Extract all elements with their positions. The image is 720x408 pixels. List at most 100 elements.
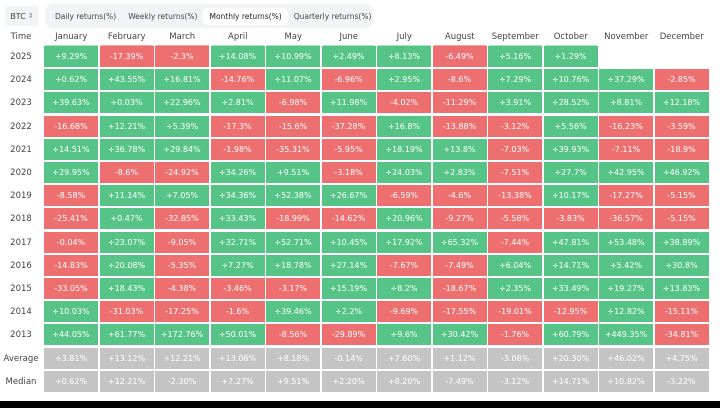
return-cell: -3.18% [321, 162, 376, 183]
return-cell: -14.76% [210, 69, 265, 91]
return-cell: +4.75% [654, 347, 709, 369]
return-cell: -7.49% [432, 254, 487, 276]
return-cell: -25.41% [44, 208, 98, 230]
row-label: 2014 [10, 307, 32, 318]
month-header-october: October [544, 30, 599, 46]
month-header-may: May [266, 30, 321, 46]
return-cell: -16.68% [44, 115, 98, 137]
return-cell: -18.9% [654, 138, 709, 160]
return-cell: +10.45% [321, 231, 376, 253]
tab-weekly-returns[interactable]: Weekly returns(%) [128, 11, 198, 21]
year-row-2017: 2017 -0.04% +23.07% -9.05% +32.71% +52.71% +10… [0, 231, 720, 255]
return-cell: +47.81% [543, 231, 598, 253]
return-cell: -37.28% [321, 115, 376, 137]
return-cell: -7.49% [432, 370, 487, 392]
row-label: 2013 [10, 330, 32, 341]
return-cell: -18.67% [432, 278, 487, 299]
return-cell: -9.27% [432, 208, 487, 230]
return-cell: -33.05% [44, 278, 98, 299]
return-cell: -6.96% [321, 69, 376, 91]
return-cell: -31.03% [99, 301, 154, 323]
row-label: Average [3, 353, 39, 364]
return-cell: +10.82% [599, 370, 653, 392]
year-row-2023: 2023 +39.63% +0.03% +22.96% +2.81% -6.98% +11.… [0, 92, 720, 115]
return-cell: +13.83% [654, 278, 709, 299]
return-cell: -17.3% [210, 115, 265, 137]
return-cell: -3.22% [654, 370, 709, 392]
return-cell: +9.51% [266, 162, 320, 183]
return-cell: -17.25% [155, 301, 209, 323]
return-cell: -7.03% [488, 138, 542, 160]
return-cell: +20.96% [377, 208, 431, 230]
bottom-bar [0, 401, 720, 408]
return-cell: +14.71% [543, 370, 598, 392]
return-cell: +16.81% [155, 69, 209, 91]
row-label: 2022 [10, 121, 32, 132]
month-trend-line [489, 45, 542, 46]
return-cell: +2.20% [321, 370, 376, 392]
return-cell: +7.05% [155, 185, 209, 207]
return-cell: +2.95% [377, 69, 431, 91]
return-cell: +0.62% [44, 69, 98, 91]
return-cell: -8.56% [266, 324, 320, 346]
tab-quarterly-returns[interactable]: Quarterly returns(%) [293, 11, 372, 21]
return-cell: +172.76% [155, 324, 209, 346]
table-header: Time January February March April May June Jul… [0, 30, 720, 46]
row-label: Median [5, 376, 37, 387]
time-column-header: Time [10, 32, 32, 42]
month-trend-line [544, 45, 597, 46]
return-cell: +1.12% [432, 347, 487, 369]
return-cell: +10.03% [44, 301, 98, 323]
return-cell: +11.98% [321, 92, 376, 114]
return-cell: -3.08% [488, 347, 542, 369]
row-label: 2015 [10, 284, 32, 294]
return-cell: -3.46% [210, 278, 265, 299]
tab-monthly-returns[interactable]: Monthly returns(%) [203, 7, 288, 25]
year-row-2025: 2025 +9.29% -17.39% -2.3% +14.08% +10.99% +2.4… [0, 46, 720, 69]
return-cell: +39.93% [543, 138, 598, 160]
return-cell: -3.12% [488, 370, 542, 392]
return-cell: +12.82% [599, 301, 653, 323]
return-cell: +53.48% [599, 231, 653, 253]
month-trend-line [433, 45, 486, 46]
return-cell: +61.77% [99, 324, 154, 346]
row-label: 2019 [10, 191, 32, 202]
return-cell: +29.95% [44, 162, 98, 183]
return-cell: -5.15% [654, 208, 709, 230]
return-cell: -2.85% [654, 69, 709, 91]
month-header-june: June [322, 30, 377, 46]
year-row-2013: 2013 +44.05% +61.77% +172.76% +50.01% -8.56% -… [0, 324, 720, 347]
return-cell: -6.49% [432, 46, 487, 67]
return-cell: +60.79% [543, 324, 598, 346]
return-cell: +30.8% [654, 254, 709, 276]
asset-selector-value: BTC [10, 11, 26, 21]
return-cell: +44.05% [44, 324, 98, 346]
return-cell: +46.02% [599, 347, 653, 369]
return-cell: -5.95% [321, 138, 376, 160]
year-row-2015: 2015 -33.05% +18.43% -4.38% -3.46% -3.17% +15.… [0, 278, 720, 301]
return-cell: -13.88% [432, 115, 487, 137]
return-cell: -4.02% [377, 92, 431, 114]
year-row-2021: 2021 +14.51% +36.78% +29.84% -1.98% -35.31% -5… [0, 138, 720, 162]
return-cell: +20.08% [99, 254, 154, 276]
return-cell: +12.21% [155, 347, 209, 369]
row-label: 2018 [10, 214, 32, 225]
row-label: 2017 [10, 237, 32, 248]
tab-daily-returns[interactable]: Daily returns(%) [55, 11, 117, 21]
return-cell: +33.43% [210, 208, 265, 230]
month-trend-line [45, 45, 98, 46]
return-cell: -11.29% [432, 92, 487, 114]
return-cell: +8.20% [377, 370, 431, 392]
return-cell: +11.07% [266, 69, 320, 91]
return-cell: -18.99% [266, 208, 320, 230]
sort-updown-icon: ⇕ [27, 12, 34, 20]
return-cell: +34.36% [210, 185, 265, 207]
return-cell: +449.35% [599, 324, 653, 346]
return-cell: +33.49% [543, 278, 598, 299]
return-cell: +42.95% [599, 162, 653, 183]
asset-selector[interactable]: BTC ⇕ [5, 6, 39, 26]
return-cell: +27.14% [321, 254, 376, 276]
return-cell: +52.38% [266, 185, 320, 207]
month-trend-line [322, 45, 375, 46]
return-cell: +12.21% [99, 115, 154, 137]
